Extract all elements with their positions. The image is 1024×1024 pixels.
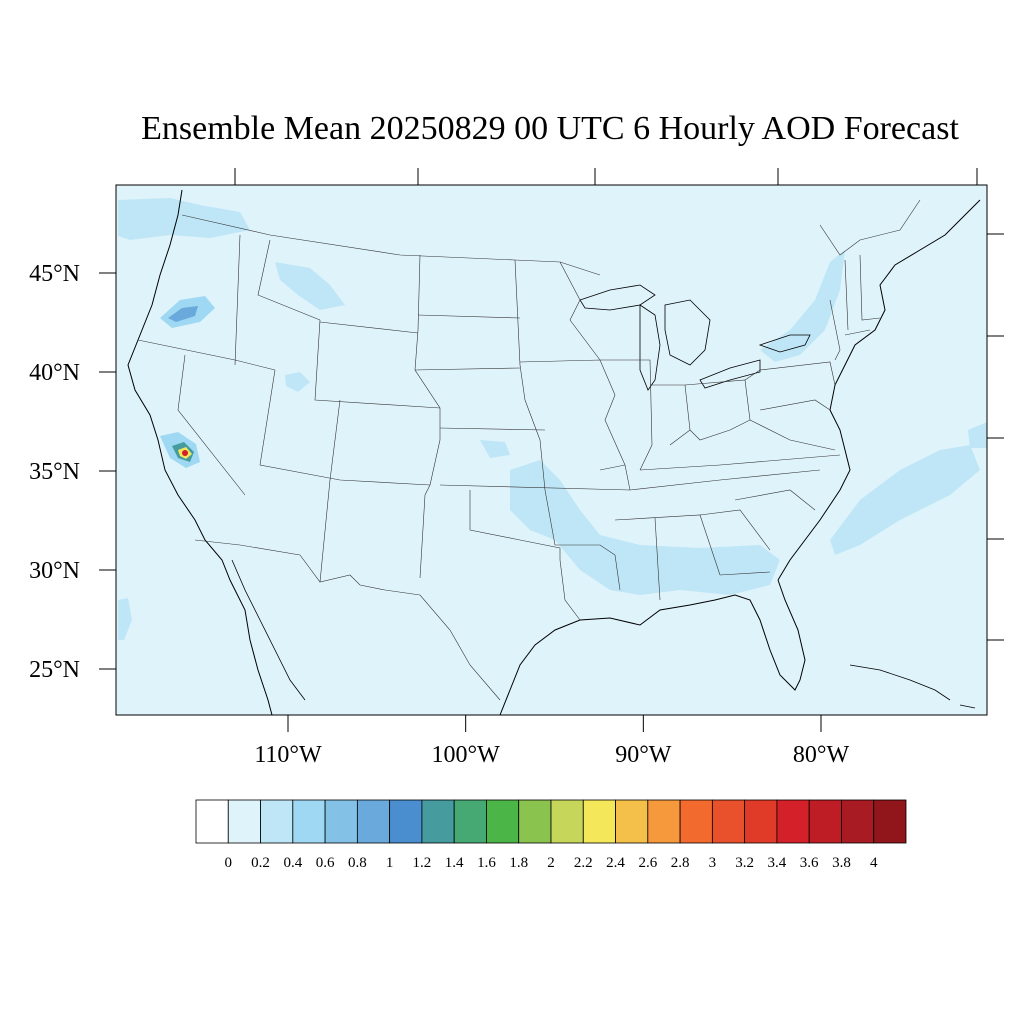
- aod-patch-northeast: [760, 250, 845, 362]
- aod-layer: [118, 198, 987, 640]
- colorbar-swatch-8: [453, 799, 487, 844]
- colorbar-label: 1.2: [413, 855, 432, 871]
- colorbar-swatch-17: [744, 799, 778, 844]
- colorbar-label: 3: [709, 855, 717, 871]
- colorbar-swatch-12: [582, 799, 616, 844]
- colorbar-swatch-10: [518, 799, 552, 844]
- lon-tick-label: 90°W: [615, 742, 672, 768]
- colorbar-label: 3.6: [800, 855, 819, 871]
- lat-tick-label: 45°N: [29, 261, 80, 287]
- colorbar-label: 2.4: [606, 855, 625, 871]
- aod-patch-pacific-south: [118, 598, 132, 640]
- map-frame: [115, 184, 988, 716]
- lon-tick-label: 110°W: [254, 742, 322, 768]
- lon-tick-label: 100°W: [432, 742, 501, 768]
- state-borders: [137, 199, 921, 701]
- latitude-axis: 45°N 40°N 35°N 30°N 25°N: [29, 261, 116, 683]
- colorbar-swatch-18: [776, 799, 810, 844]
- colorbar-label: 2.6: [638, 855, 657, 871]
- colorbar-label: 0.2: [251, 855, 270, 871]
- colorbar-swatch-11: [550, 799, 584, 844]
- colorbar-swatch-13: [615, 799, 649, 844]
- colorbar-swatch-14: [647, 799, 681, 844]
- colorbar-swatch-7: [421, 799, 455, 844]
- aod-patch-atlantic: [830, 445, 980, 555]
- aod-patch-atlantic-edge: [968, 422, 987, 448]
- colorbar-label: 2: [547, 855, 555, 871]
- colorbar-label: 2.8: [671, 855, 690, 871]
- aod-patch-oregon-inner: [168, 306, 198, 322]
- colorbar-swatch-2: [260, 799, 294, 844]
- colorbar-swatch-1: [227, 799, 261, 844]
- colorbar-label: 1: [386, 855, 394, 871]
- colorbar-label: 3.8: [832, 855, 851, 871]
- colorbar-swatch-9: [486, 799, 520, 844]
- aod-patch-gulf: [510, 460, 780, 595]
- colorbar-label: 4: [870, 855, 878, 871]
- colorbar-label: 0: [225, 855, 233, 871]
- lat-tick-label: 35°N: [29, 459, 80, 485]
- colorbar-swatch-16: [711, 799, 746, 844]
- longitude-axis: 110°W 100°W 90°W 80°W: [254, 715, 849, 768]
- top-ticks: [234, 168, 978, 185]
- lon-tick-label: 80°W: [793, 742, 850, 768]
- aod-patch-pacific-nw: [118, 198, 250, 240]
- aod-patch-utah: [285, 372, 310, 392]
- colorbar-label: 1.8: [509, 855, 528, 871]
- colorbar-swatch-6: [389, 799, 423, 844]
- colorbar-label: 2.2: [574, 855, 593, 871]
- colorbar-label: 0.6: [316, 855, 335, 871]
- colorbar-swatch-20: [841, 799, 875, 844]
- colorbar-label: 0.4: [283, 855, 302, 871]
- aod-patch-ca-hotspot: [182, 450, 188, 456]
- aod-patch-montana: [275, 262, 345, 310]
- colorbar-swatch-4: [324, 799, 358, 844]
- colorbar-label: 3.2: [735, 855, 754, 871]
- aod-patch-kansas: [480, 440, 510, 458]
- lat-tick-label: 25°N: [29, 657, 80, 683]
- colorbar: 0 0.2 0.4 0.6 0.8 1 1.2 1.4 1.6 1.8 2 2.2 2.4 2.6 2.8 3…: [195, 799, 907, 871]
- colorbar-swatch-3: [292, 799, 326, 844]
- colorbar-label: 0.8: [348, 855, 367, 871]
- map-area: [116, 185, 987, 715]
- colorbar-label: 1.6: [477, 855, 496, 871]
- colorbar-swatch-21: [873, 799, 907, 844]
- map-title: Ensemble Mean 20250829 00 UTC 6 Hourly A…: [141, 110, 959, 147]
- right-ticks: [987, 233, 1004, 641]
- colorbar-swatch-19: [808, 799, 842, 844]
- lat-tick-label: 30°N: [29, 558, 80, 584]
- coastlines: [127, 189, 981, 715]
- lat-tick-label: 40°N: [29, 360, 80, 386]
- colorbar-label: 3.4: [768, 855, 787, 871]
- colorbar-swatch-0: [195, 799, 229, 844]
- colorbar-label: 1.4: [445, 855, 464, 871]
- colorbar-swatch-5: [356, 799, 391, 844]
- colorbar-swatch-15: [679, 799, 713, 844]
